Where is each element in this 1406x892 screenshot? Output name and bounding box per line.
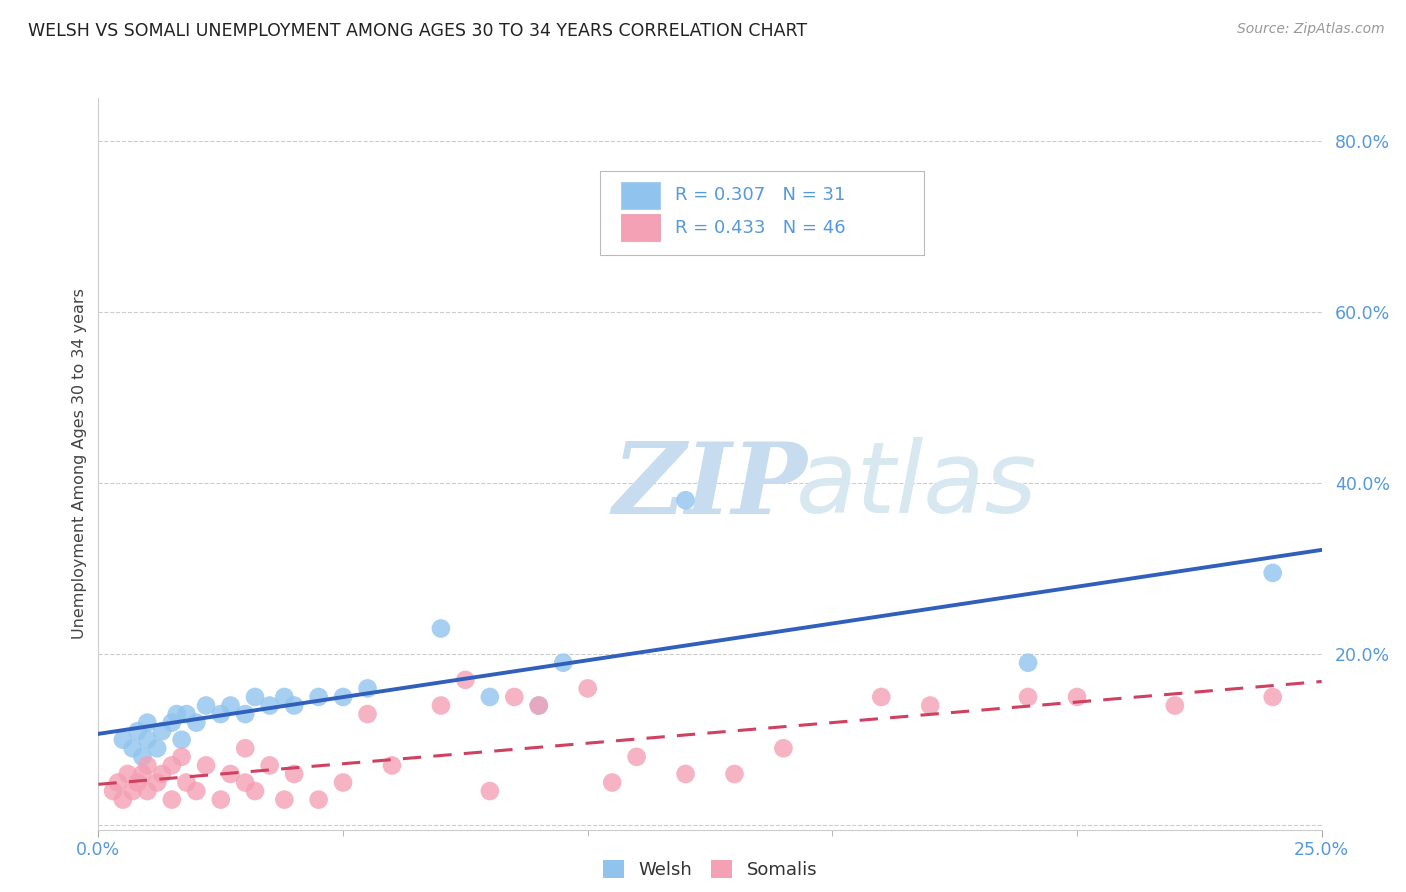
Point xyxy=(233,707,256,722)
Point xyxy=(332,775,354,789)
Point xyxy=(121,784,143,798)
Point xyxy=(195,758,218,772)
Point xyxy=(553,656,575,670)
Text: atlas: atlas xyxy=(796,437,1038,534)
Point xyxy=(146,741,169,756)
Point xyxy=(160,792,183,806)
Point xyxy=(356,681,378,696)
FancyBboxPatch shape xyxy=(620,214,659,242)
Y-axis label: Unemployment Among Ages 30 to 34 years: Unemployment Among Ages 30 to 34 years xyxy=(72,288,87,640)
Point xyxy=(478,784,501,798)
Point xyxy=(527,698,550,713)
Point xyxy=(1261,566,1284,580)
Point xyxy=(283,767,305,781)
Point xyxy=(195,698,218,713)
Point xyxy=(136,758,159,772)
Point xyxy=(454,673,477,687)
Point xyxy=(478,690,501,704)
Point xyxy=(146,775,169,789)
Point xyxy=(1017,690,1039,704)
Point xyxy=(1017,656,1039,670)
Point xyxy=(136,715,159,730)
Point xyxy=(308,792,330,806)
Text: R = 0.307   N = 31: R = 0.307 N = 31 xyxy=(675,186,845,204)
Point xyxy=(243,784,266,798)
Text: WELSH VS SOMALI UNEMPLOYMENT AMONG AGES 30 TO 34 YEARS CORRELATION CHART: WELSH VS SOMALI UNEMPLOYMENT AMONG AGES … xyxy=(28,22,807,40)
Point xyxy=(283,698,305,713)
Point xyxy=(259,698,281,713)
Point xyxy=(121,741,143,756)
Point xyxy=(170,732,193,747)
Point xyxy=(772,741,794,756)
Point xyxy=(127,724,149,739)
Point xyxy=(503,690,526,704)
Point xyxy=(170,749,193,764)
Point xyxy=(160,758,183,772)
Point xyxy=(176,707,198,722)
Point xyxy=(176,775,198,789)
Point xyxy=(920,698,942,713)
Point xyxy=(233,741,256,756)
Point xyxy=(209,707,232,722)
Point xyxy=(136,784,159,798)
Text: R = 0.433   N = 46: R = 0.433 N = 46 xyxy=(675,219,845,236)
Point xyxy=(101,784,124,798)
Point xyxy=(209,792,232,806)
Point xyxy=(107,775,129,789)
Point xyxy=(127,775,149,789)
Point xyxy=(259,758,281,772)
Point xyxy=(430,698,453,713)
Point xyxy=(626,749,648,764)
Point xyxy=(675,767,697,781)
Point xyxy=(308,690,330,704)
Point xyxy=(243,690,266,704)
Point xyxy=(160,715,183,730)
Text: ZIP: ZIP xyxy=(612,438,807,534)
Legend: Welsh, Somalis: Welsh, Somalis xyxy=(596,853,824,887)
Point xyxy=(1066,690,1088,704)
Point xyxy=(131,767,153,781)
Point xyxy=(111,792,134,806)
Point xyxy=(600,775,623,789)
Point xyxy=(273,690,295,704)
Point xyxy=(186,715,208,730)
Point xyxy=(356,707,378,722)
Point xyxy=(675,493,697,508)
Point xyxy=(111,732,134,747)
Point xyxy=(430,622,453,636)
Point xyxy=(870,690,893,704)
Point xyxy=(723,767,745,781)
FancyBboxPatch shape xyxy=(620,181,659,210)
Text: Source: ZipAtlas.com: Source: ZipAtlas.com xyxy=(1237,22,1385,37)
Point xyxy=(166,707,188,722)
Point xyxy=(273,792,295,806)
Point xyxy=(150,767,173,781)
Point xyxy=(117,767,139,781)
Point xyxy=(332,690,354,704)
Point xyxy=(150,724,173,739)
Point xyxy=(131,749,153,764)
FancyBboxPatch shape xyxy=(600,171,924,255)
Point xyxy=(219,698,242,713)
Point xyxy=(186,784,208,798)
Point xyxy=(233,775,256,789)
Point xyxy=(576,681,599,696)
Point xyxy=(527,698,550,713)
Point xyxy=(136,732,159,747)
Point xyxy=(381,758,404,772)
Point xyxy=(1164,698,1187,713)
Point xyxy=(1261,690,1284,704)
Point xyxy=(219,767,242,781)
